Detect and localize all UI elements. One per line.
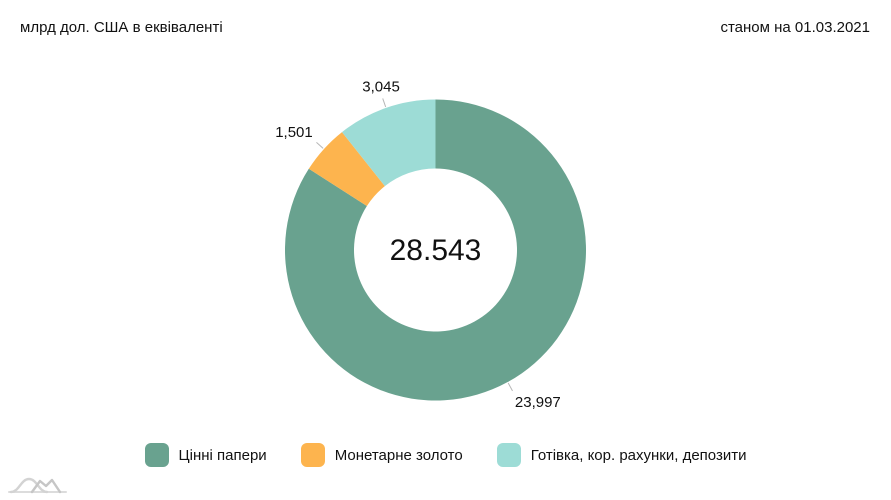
donut-labels: 23,997 1,501 3,045	[275, 79, 561, 412]
legend-item-1[interactable]: Монетарне золото	[300, 443, 463, 467]
slice-tick-line	[507, 382, 513, 392]
slice-value-label: 23,997	[515, 394, 561, 411]
slice-tick-line	[382, 98, 387, 108]
slice-value-label: 1,501	[275, 124, 313, 141]
donut-slice-0[interactable]	[285, 99, 586, 401]
slice-value-label: 3,045	[362, 79, 400, 96]
legend-swatch	[496, 443, 521, 467]
legend: Цінні папери Монетарне золото Готівка, кор…	[0, 443, 891, 467]
legend-label: Готівка, кор. рахунки, депозити	[530, 446, 747, 464]
legend-label: Цінні папери	[178, 446, 267, 464]
donut-center-total: 28.543	[390, 234, 482, 267]
donut-slices	[285, 99, 586, 401]
legend-item-0[interactable]: Цінні папери	[144, 443, 267, 467]
legend-swatch	[300, 443, 325, 467]
donut-slice-1[interactable]	[308, 132, 385, 207]
legend-swatch	[144, 443, 169, 467]
donut-slice-2[interactable]	[342, 99, 436, 187]
legend-label: Монетарне золото	[334, 446, 463, 464]
donut-ticks	[316, 98, 513, 392]
donut-chart: 23,997 1,501 3,045 28.543	[275, 79, 586, 412]
amcharts-logo[interactable]	[6, 473, 72, 497]
legend-item-2[interactable]: Готівка, кор. рахунки, депозити	[496, 443, 747, 467]
chart-title: млрд дол. США в еквіваленті	[20, 19, 223, 36]
as-of-date-label: станом на 01.03.2021	[720, 19, 870, 36]
slice-tick-line	[316, 141, 324, 149]
